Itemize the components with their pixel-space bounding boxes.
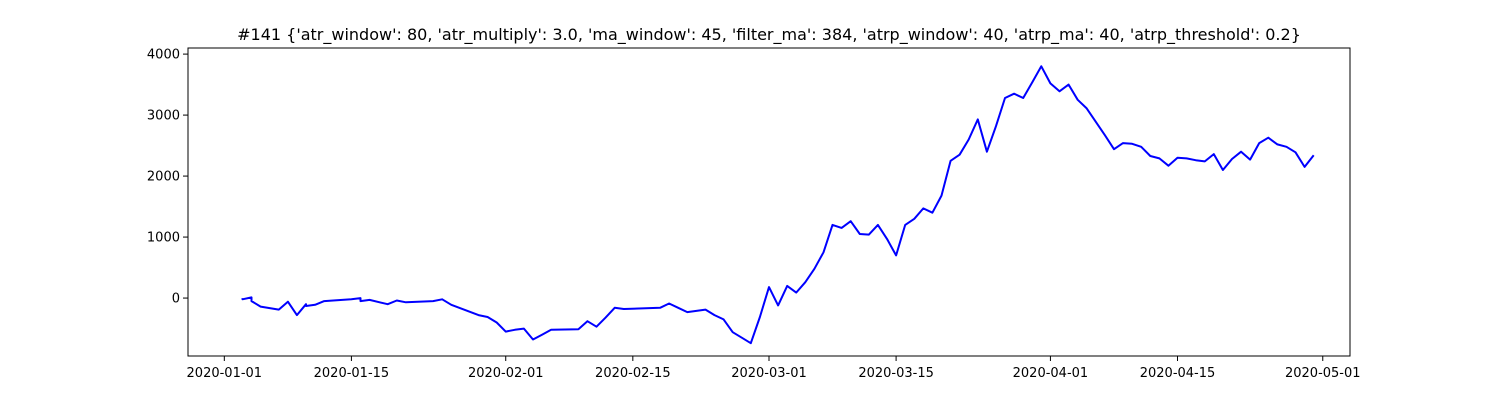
x-tick-label: 2020-03-01 [731,366,807,381]
plot-frame [187,47,1351,357]
chart-title: #141 {'atr_window': 80, 'atr_multiply': … [237,25,1301,45]
y-tick-label: 2000 [147,170,180,185]
y-tick-label: 4000 [147,48,180,63]
y-tick-label: 0 [172,292,180,307]
x-tick-label: 2020-01-01 [187,366,263,381]
x-tick-label: 2020-05-01 [1285,366,1361,381]
x-tick-label: 2020-04-15 [1140,366,1216,381]
y-tick-label: 1000 [147,231,180,246]
x-tick-label: 2020-02-15 [595,366,671,381]
x-tick-label: 2020-03-15 [858,366,934,381]
y-axis: 0 1000 2000 3000 4000 [147,48,188,307]
series-layer [241,65,1315,345]
x-axis: 2020-01-01 2020-01-15 2020-02-01 2020-02-15… [187,356,1361,381]
series-line-0 [241,65,1315,345]
x-tick-label: 2020-02-01 [468,366,544,381]
y-tick-label: 3000 [147,109,180,124]
x-tick-label: 2020-01-15 [314,366,390,381]
x-tick-label: 2020-04-01 [1013,366,1089,381]
